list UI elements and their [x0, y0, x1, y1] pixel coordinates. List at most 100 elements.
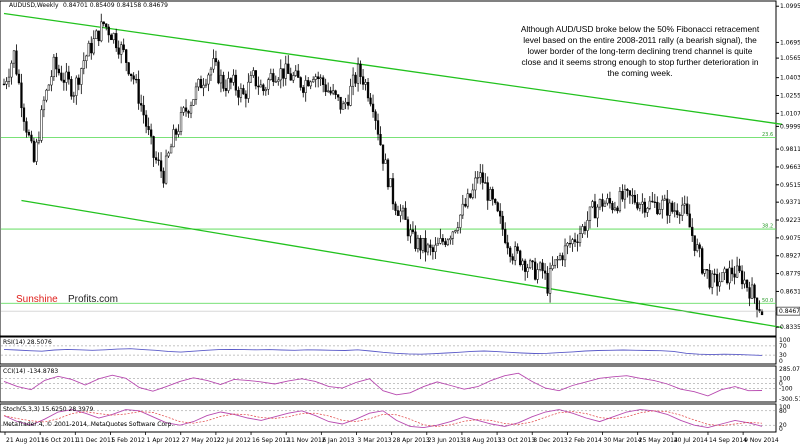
candle-bear [678, 214, 681, 216]
candle-bear [174, 129, 178, 135]
candle-bull [349, 85, 352, 106]
candle-bear [396, 210, 400, 216]
trend-channel [3, 12, 783, 329]
candle-bull [167, 152, 170, 157]
candle-bull [581, 226, 584, 234]
candle-bull [169, 146, 173, 154]
candle-bear [130, 73, 133, 77]
candle-bull [718, 281, 721, 287]
candle-bull [269, 73, 272, 80]
candle-bear [242, 88, 245, 95]
candle-bull [421, 237, 425, 251]
date-label: 27 May 2012 [182, 437, 221, 444]
candle-bear [701, 248, 704, 274]
candle-bear [15, 50, 18, 75]
candle-bull [82, 60, 85, 69]
candle-bear [287, 63, 290, 74]
brand-sunshine: Sunshine [16, 294, 58, 305]
header-values: 0.84701 0.85409 0.84158 0.84679 [63, 2, 168, 9]
candle-bear [419, 237, 422, 251]
candle-bull [466, 193, 469, 207]
candle-bear [496, 202, 499, 212]
candle-bear [730, 267, 734, 275]
candle-bear [299, 77, 302, 88]
candle-bear [27, 132, 31, 136]
candle-bear [30, 134, 33, 142]
candle-bear [152, 136, 155, 158]
candle-bear [666, 198, 669, 216]
candle-bear [523, 260, 527, 272]
candle-bear [110, 34, 113, 41]
candle-bull [100, 21, 103, 42]
candle-bull [683, 203, 686, 206]
candle-bear [2, 83, 6, 86]
candle-bear [755, 297, 759, 310]
candle-bear [628, 190, 632, 196]
fib-label: 23.6 [762, 132, 773, 138]
candle-bear [132, 75, 135, 80]
date-label: 6 Jan 2013 [322, 437, 354, 444]
candle-bull [558, 255, 562, 260]
stoch-signal-line [3, 410, 763, 427]
candle-bull [514, 246, 517, 261]
indicator-tick-label: 20 [779, 422, 787, 429]
candle-bull [623, 188, 627, 200]
candle-bear [217, 61, 220, 84]
candle-bear [369, 97, 372, 105]
candle-bull [37, 140, 41, 143]
candle-bear [686, 203, 689, 215]
indicator-tick-label: 285.0727 [779, 366, 800, 373]
indicator-tick-label: -300.5185 [779, 396, 800, 403]
indicator-tick-label: 100 [779, 375, 791, 382]
indicator-name: RSI(14) 28.5076 [3, 339, 52, 346]
candle-bear [154, 157, 158, 161]
candle-bear [713, 273, 716, 275]
candle-bull [239, 88, 243, 98]
candle-bear [329, 90, 332, 94]
candle-bear [504, 229, 507, 243]
candle-bear [698, 244, 701, 249]
candle-bull [401, 207, 405, 212]
candle-bull [696, 244, 699, 251]
candle-bull [331, 90, 335, 94]
candle-bear [324, 84, 327, 93]
candlesticks [2, 13, 764, 318]
candle-bear [139, 103, 143, 106]
candle-bull [409, 229, 412, 237]
date-label: 25 May 2014 [639, 437, 678, 444]
candle-bear [244, 93, 248, 99]
candle-bear [371, 103, 375, 112]
candle-bull [436, 243, 440, 246]
candle-bear [494, 198, 497, 203]
indicator-tick-label: 70 [779, 343, 787, 350]
candle-bull [120, 44, 123, 55]
candle-bear [346, 101, 350, 106]
candle-bear [122, 44, 125, 50]
candle-bear [693, 235, 696, 251]
candle-bear [516, 246, 519, 252]
candle-bear [379, 134, 382, 146]
candle-bull [327, 90, 330, 93]
date-label: 23 Jun 2013 [428, 437, 464, 444]
date-label: 28 Apr 2013 [393, 437, 430, 444]
indicator-name: Stoch(5,3,3) 15.6250 28.3979 [3, 406, 94, 413]
annotation-text: Although AUD/USD broke below the 50% Fib… [520, 24, 760, 78]
candle-bull [95, 30, 98, 39]
date-label: 1 Apr 2012 [147, 437, 180, 444]
candle-bear [501, 215, 504, 230]
date-label: 5 Feb 2012 [111, 437, 145, 444]
candle-bear [289, 73, 292, 81]
candle-bull [553, 259, 557, 266]
candle-bear [149, 129, 153, 137]
date-label: 14 Sep 2014 [709, 437, 747, 444]
candle-bull [309, 81, 312, 87]
candle-bull [673, 210, 676, 212]
candle-bull [267, 79, 270, 90]
candle-bear [322, 77, 325, 85]
channel-upper-line [3, 12, 783, 125]
candle-bull [638, 204, 641, 209]
